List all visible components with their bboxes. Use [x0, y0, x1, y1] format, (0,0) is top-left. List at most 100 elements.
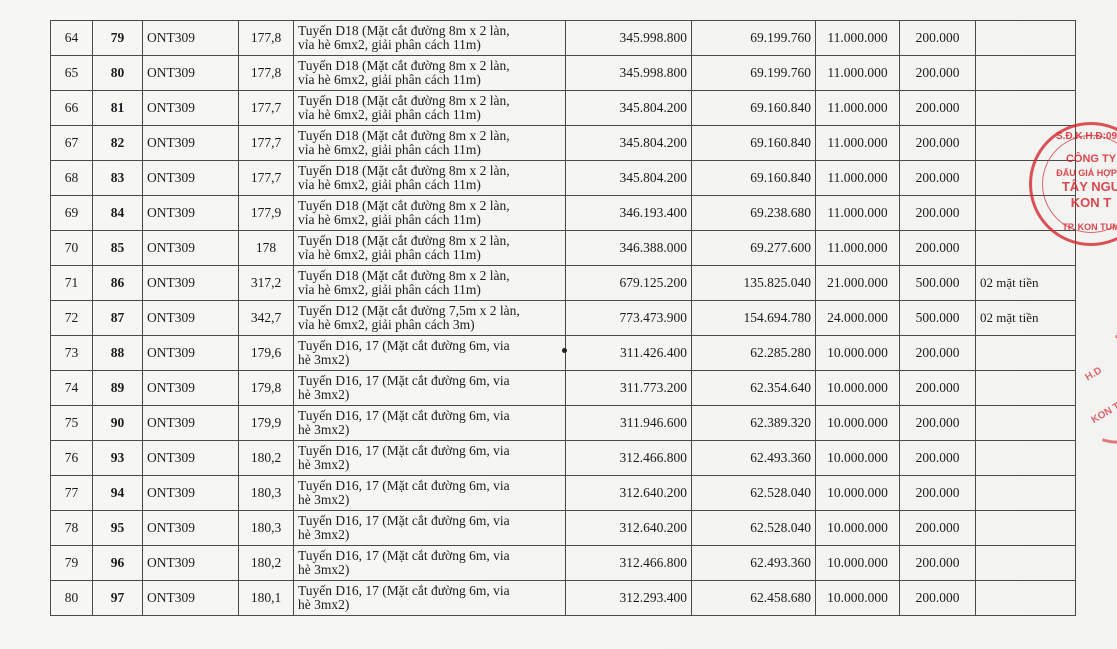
cell-land-type: ONT309	[142, 475, 239, 511]
cell-starting-price: 773.473.900	[565, 300, 692, 336]
cell-deposit-amount: 135.825.040	[691, 265, 816, 301]
cell-area: 317,2	[238, 265, 294, 301]
cell-area: 180,2	[238, 440, 294, 476]
cell-lot-number: 95	[92, 510, 143, 546]
cell-starting-price: 346.388.000	[565, 230, 692, 266]
cell-location: Tuyến D16, 17 (Mặt cắt đường 6m, via hè 3…	[293, 440, 566, 476]
cell-note	[975, 370, 1076, 406]
location-line-1: Tuyến D18 (Mặt cắt đường 8m x 2 làn,	[298, 233, 510, 248]
cell-lot-number: 85	[92, 230, 143, 266]
cell-lot-number: 88	[92, 335, 143, 371]
cell-step-price: 11.000.000	[815, 55, 900, 91]
cell-step-price: 11.000.000	[815, 125, 900, 161]
partial-seal-text-2: KON TUM	[1089, 393, 1117, 427]
location-line-1: Tuyến D16, 17 (Mặt cắt đường 6m, via	[298, 373, 510, 388]
location-line-2: vỉa hè 6mx2, giải phân cách 11m)	[298, 142, 481, 157]
partial-seal-text-1: H.D	[1083, 365, 1104, 384]
table-row: 77 94 ONT309 180,3 Tuyến D16, 17 (Mặt cắt đư…	[50, 475, 1076, 511]
cell-location: Tuyến D16, 17 (Mặt cắt đường 6m, via hè 3…	[293, 475, 566, 511]
table-row: 78 95 ONT309 180,3 Tuyến D16, 17 (Mặt cắt đư…	[50, 510, 1076, 546]
cell-land-type: ONT309	[142, 20, 239, 56]
cell-location: Tuyến D12 (Mặt cắt đường 7,5m x 2 làn, vỉ…	[293, 300, 566, 336]
seal-text-line-5: TP. KON TUM	[1062, 222, 1117, 232]
location-line-1: Tuyến D16, 17 (Mặt cắt đường 6m, via	[298, 443, 510, 458]
cell-index: 74	[50, 370, 93, 406]
cell-note	[975, 90, 1076, 126]
location-line-1: Tuyến D12 (Mặt cắt đường 7,5m x 2 làn,	[298, 303, 520, 318]
cell-step-price: 11.000.000	[815, 90, 900, 126]
cell-land-type: ONT309	[142, 510, 239, 546]
cell-document-fee: 200.000	[899, 335, 976, 371]
cell-location: Tuyến D16, 17 (Mặt cắt đường 6m, via hè 3…	[293, 370, 566, 406]
cell-land-type: ONT309	[142, 160, 239, 196]
cell-deposit-amount: 69.160.840	[691, 125, 816, 161]
cell-starting-price: 345.804.200	[565, 160, 692, 196]
cell-lot-number: 82	[92, 125, 143, 161]
cell-deposit-amount: 69.238.680	[691, 195, 816, 231]
cell-document-fee: 200.000	[899, 55, 976, 91]
cell-document-fee: 200.000	[899, 440, 976, 476]
land-lot-table: 64 79 ONT309 177,8 Tuyến D18 (Mặt cắt đường …	[50, 20, 1076, 616]
cell-starting-price: 346.193.400	[565, 195, 692, 231]
cell-note: 02 mặt tiền	[975, 265, 1076, 301]
cell-document-fee: 200.000	[899, 370, 976, 406]
cell-starting-price: 311.426.400	[565, 335, 692, 371]
cell-lot-number: 81	[92, 90, 143, 126]
cell-deposit-amount: 62.493.360	[691, 440, 816, 476]
cell-document-fee: 200.000	[899, 510, 976, 546]
cell-deposit-amount: 62.528.040	[691, 475, 816, 511]
cell-step-price: 21.000.000	[815, 265, 900, 301]
cell-location: Tuyến D16, 17 (Mặt cắt đường 6m, via hè 3…	[293, 335, 566, 371]
location-line-1: Tuyến D16, 17 (Mặt cắt đường 6m, via	[298, 478, 510, 493]
table-row: 71 86 ONT309 317,2 Tuyến D18 (Mặt cắt đường …	[50, 265, 1076, 301]
location-line-1: Tuyến D18 (Mặt cắt đường 8m x 2 làn,	[298, 163, 510, 178]
cell-land-type: ONT309	[142, 300, 239, 336]
cell-index: 71	[50, 265, 93, 301]
cell-area: 180,3	[238, 510, 294, 546]
table-row: 79 96 ONT309 180,2 Tuyến D16, 17 (Mặt cắt đư…	[50, 545, 1076, 581]
cell-area: 178	[238, 230, 294, 266]
cell-step-price: 10.000.000	[815, 545, 900, 581]
cell-index: 76	[50, 440, 93, 476]
location-line-2: hè 3mx2)	[298, 352, 350, 367]
cell-starting-price: 679.125.200	[565, 265, 692, 301]
location-line-2: vỉa hè 6mx2, giải phân cách 11m)	[298, 177, 481, 192]
cell-deposit-amount: 62.528.040	[691, 510, 816, 546]
cell-starting-price: 312.466.800	[565, 440, 692, 476]
cell-note: 02 mặt tiền	[975, 300, 1076, 336]
cell-index: 80	[50, 580, 93, 616]
location-line-2: hè 3mx2)	[298, 457, 350, 472]
cell-lot-number: 83	[92, 160, 143, 196]
location-line-1: Tuyến D18 (Mặt cắt đường 8m x 2 làn,	[298, 93, 510, 108]
company-seal-stamp: S.Đ.K.H.Đ:09-0 CÔNG TY ĐẤU GIÁ HỢP D TÂY…	[1029, 122, 1117, 246]
cell-lot-number: 93	[92, 440, 143, 476]
cell-note	[975, 20, 1076, 56]
cell-note	[975, 545, 1076, 581]
cell-location: Tuyến D18 (Mặt cắt đường 8m x 2 làn, vỉa …	[293, 195, 566, 231]
cell-note	[975, 510, 1076, 546]
cell-lot-number: 80	[92, 55, 143, 91]
cell-document-fee: 200.000	[899, 90, 976, 126]
cell-step-price: 10.000.000	[815, 475, 900, 511]
cell-step-price: 10.000.000	[815, 510, 900, 546]
cell-land-type: ONT309	[142, 230, 239, 266]
cell-area: 180,1	[238, 580, 294, 616]
location-line-1: Tuyến D18 (Mặt cắt đường 8m x 2 làn,	[298, 23, 510, 38]
cell-index: 75	[50, 405, 93, 441]
cell-deposit-amount: 69.160.840	[691, 160, 816, 196]
table-row: 75 90 ONT309 179,9 Tuyến D16, 17 (Mặt cắt đư…	[50, 405, 1076, 441]
seal-text-line-3: TÂY NGU	[1061, 179, 1117, 194]
location-line-2: vỉa hè 6mx2, giải phân cách 11m)	[298, 282, 481, 297]
cell-step-price: 11.000.000	[815, 195, 900, 231]
cell-index: 78	[50, 510, 93, 546]
cell-area: 177,7	[238, 90, 294, 126]
cell-land-type: ONT309	[142, 440, 239, 476]
cell-area: 180,3	[238, 475, 294, 511]
cell-index: 77	[50, 475, 93, 511]
location-line-2: vỉa hè 6mx2, giải phân cách 11m)	[298, 37, 481, 52]
cell-starting-price: 345.998.800	[565, 55, 692, 91]
cell-starting-price: 312.640.200	[565, 510, 692, 546]
cell-step-price: 10.000.000	[815, 370, 900, 406]
cell-starting-price: 345.998.800	[565, 20, 692, 56]
